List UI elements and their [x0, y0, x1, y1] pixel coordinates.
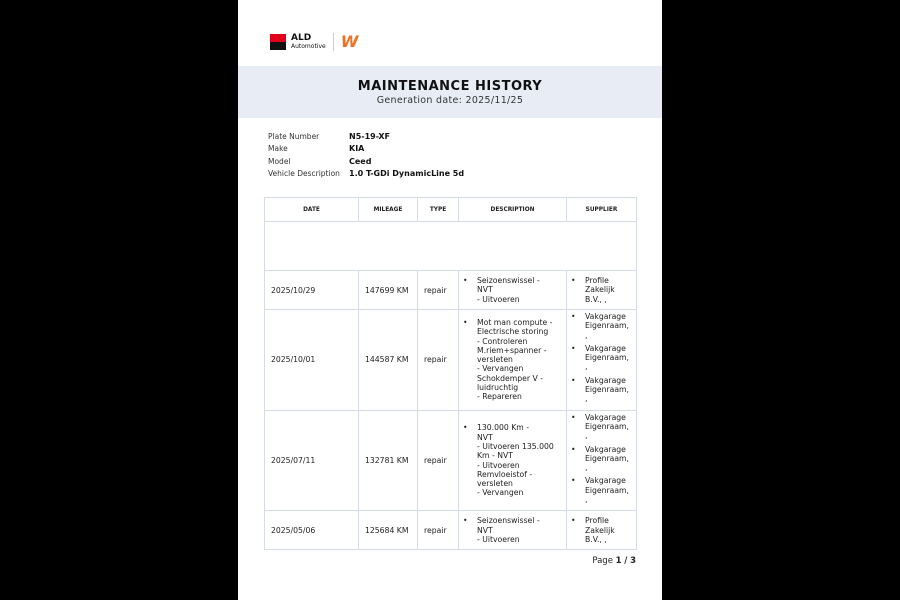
supplier-cell: • Vakgarage Eigenraam, , • Vakgarage Eigenr…: [566, 409, 637, 512]
field-label: Vehicle Description: [268, 168, 340, 178]
field-label: Model: [268, 156, 291, 166]
bullet-item: • Vakgarage Eigenraam, ,: [571, 412, 629, 441]
bullet-item: • 130.000 Km - NVT - Uitvoeren 135.000 Km…: [463, 423, 554, 498]
date-cell: 2025/10/01: [264, 309, 359, 411]
page-indicator: Page 1 / 3: [592, 556, 636, 566]
vehicle-info: Plate Number N5-19-XF Make KIA Model Ceed Vehi…: [268, 131, 464, 180]
bullet-item: • Vakgarage Eigenraam, ,: [571, 476, 629, 505]
logo: ALD Automotive W: [270, 32, 359, 51]
document-page: ALD Automotive W MAINTENANCE HISTORY Gene…: [238, 0, 662, 600]
supplier-cell: • Profile Zakelijk B.V., ,: [566, 270, 637, 310]
column-header: SUPPLIER: [566, 197, 637, 222]
mileage-cell: 132781 KM: [358, 409, 418, 512]
brand-sub: Automotive: [291, 42, 326, 50]
vehicle-field: Plate Number N5-19-XF: [268, 131, 464, 143]
column-header: DATE: [264, 197, 359, 222]
generation-date: Generation date: 2025/11/25: [376, 95, 524, 106]
logo-divider: [332, 32, 334, 51]
date-cell: 2025/07/11: [264, 409, 359, 512]
bullet-item: • Mot man compute - Electrische storing -…: [463, 318, 553, 402]
mileage-cell: 125684 KM: [358, 510, 418, 551]
bullet-item: • Profile Zakelijk B.V., ,: [571, 516, 615, 544]
column-header: TYPE: [417, 197, 459, 222]
table-row: 2025/10/29 147699 KM repair • Seizoenswis…: [264, 270, 637, 310]
bullet-item: • Vakgarage Eigenraam, ,: [571, 375, 629, 404]
table-row: 2025/10/01 144587 KM repair • Mot man com…: [264, 309, 637, 411]
field-value: KIA: [349, 144, 365, 154]
supplier-cell: • Vakgarage Eigenraam, , • Vakgarage Eigenr…: [566, 309, 637, 411]
bullet-item: • Seizoenswissel - NVT - Uitvoeren: [463, 516, 540, 544]
bullet-item: • Profile Zakelijk B.V., ,: [571, 276, 615, 304]
field-label: Make: [268, 144, 288, 154]
bullet-item: • Seizoenswissel - NVT - Uitvoeren: [463, 276, 540, 304]
field-value: Ceed: [349, 156, 372, 166]
description-cell: • 130.000 Km - NVT - Uitvoeren 135.000 Km…: [458, 409, 567, 512]
table-header: DATE MILEAGE TYPE DESCRIPTION SUPPLIER: [264, 197, 637, 222]
empty-row: [264, 221, 637, 271]
mileage-cell: 147699 KM: [358, 270, 418, 310]
field-value: 1.0 T-GDi DynamicLine 5d: [349, 168, 465, 178]
type-cell: repair: [417, 270, 459, 310]
maintenance-table: DATE MILEAGE TYPE DESCRIPTION SUPPLIER 2025/…: [264, 197, 637, 551]
date-cell: 2025/10/29: [264, 270, 359, 310]
brand-name: ALD: [291, 32, 312, 43]
bullet-item: • Vakgarage Eigenraam, ,: [571, 343, 629, 372]
bullet-item: • Vakgarage Eigenraam, ,: [571, 444, 629, 473]
supplier-cell: • Profile Zakelijk B.V., ,: [566, 510, 637, 551]
table-row: 2025/07/11 132781 KM repair • 130.000 Km …: [264, 409, 637, 512]
bullet-item: • Vakgarage Eigenraam, ,: [571, 312, 629, 340]
field-label: Plate Number: [268, 132, 320, 141]
table-row: 2025/05/06 125684 KM repair • Seizoenswis…: [264, 510, 637, 551]
type-cell: repair: [417, 510, 459, 551]
vehicle-field: Model Ceed: [268, 156, 464, 168]
description-cell: • Mot man compute - Electrische storing -…: [458, 309, 567, 411]
description-cell: • Seizoenswissel - NVT - Uitvoeren: [458, 270, 567, 310]
column-header: MILEAGE: [358, 197, 418, 222]
title-band: MAINTENANCE HISTORY Generation date: 202…: [238, 66, 662, 118]
description-cell: • Seizoenswissel - NVT - Uitvoeren: [458, 510, 567, 551]
field-value: N5-19-XF: [349, 132, 391, 141]
ald-logo-icon: [270, 33, 286, 50]
leaseplan-logo-icon: W: [340, 32, 359, 51]
vehicle-field: Make KIA: [268, 143, 464, 155]
date-cell: 2025/05/06: [264, 510, 359, 551]
vehicle-field: Vehicle Description 1.0 T-GDi DynamicLine…: [268, 168, 464, 180]
column-header: DESCRIPTION: [458, 197, 567, 222]
mileage-cell: 144587 KM: [358, 309, 418, 411]
type-cell: repair: [417, 309, 459, 411]
page-title: MAINTENANCE HISTORY: [357, 79, 543, 94]
type-cell: repair: [417, 409, 459, 512]
